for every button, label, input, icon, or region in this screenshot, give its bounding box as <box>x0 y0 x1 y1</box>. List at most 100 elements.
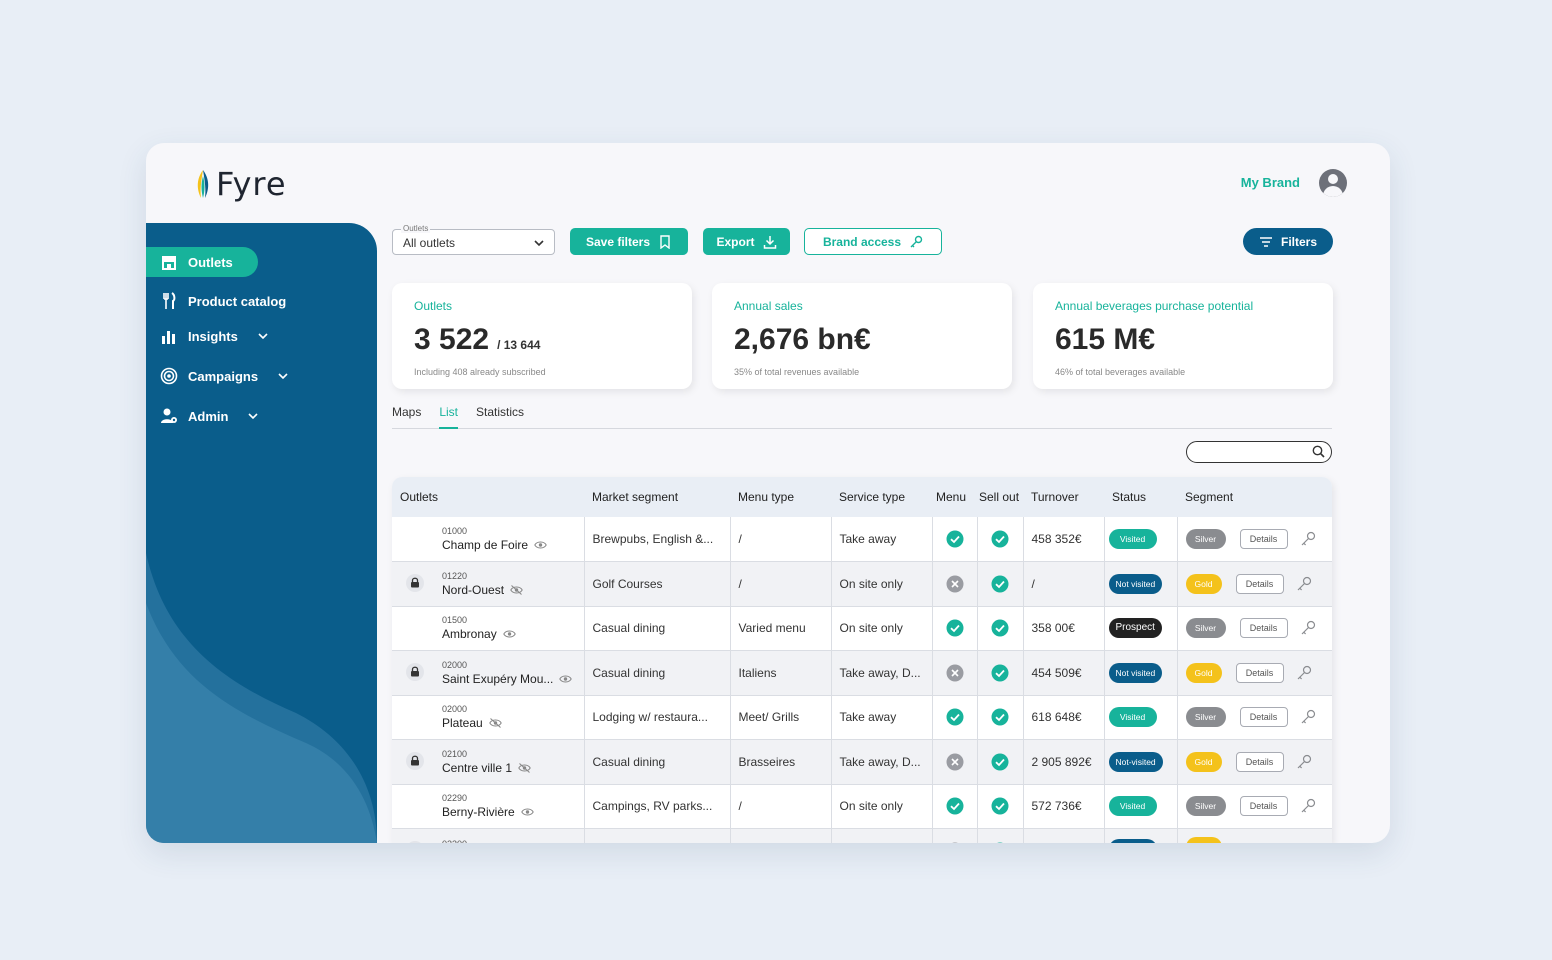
column-header[interactable]: Service type <box>831 477 932 517</box>
details-button[interactable]: Details <box>1239 529 1288 549</box>
sidebar-item-label: Campaigns <box>188 368 259 384</box>
sell-out-status-cell <box>977 739 1024 785</box>
sidebar-item-campaigns[interactable]: Campaigns <box>160 361 304 391</box>
market-segment-cell: Brewpubs, English &... <box>584 517 731 562</box>
table-row[interactable]: 02000 Saint Exupéry Mou... Casual dining It… <box>392 650 1332 696</box>
key-icon[interactable] <box>1300 531 1316 547</box>
column-header[interactable]: Status <box>1104 477 1177 517</box>
table-row[interactable]: 02290 Berny-Rivière Campings, RV parks... /… <box>392 784 1332 829</box>
table-row[interactable]: 02000 Plateau Lodging w/ restaura... Meet/ … <box>392 695 1332 740</box>
outlet-code: 02000 <box>442 704 468 715</box>
outlet-cell[interactable]: 01500 Ambronay <box>392 606 585 651</box>
card-value: 3 522 / 13 644 <box>414 323 670 357</box>
tab-list[interactable]: List <box>439 403 459 429</box>
save-filters-button[interactable]: Save filters <box>570 228 688 255</box>
menu-type-cell: / <box>730 517 832 562</box>
tab-statistics[interactable]: Statistics <box>476 405 525 419</box>
details-button[interactable]: Details <box>1239 618 1288 639</box>
cross-circle-icon <box>946 575 963 593</box>
key-icon[interactable] <box>1300 798 1316 814</box>
menu-status-cell <box>932 517 978 562</box>
table-row[interactable]: 01220 Nord-Ouest Golf Courses / On site only… <box>392 561 1332 607</box>
sell-out-status-cell <box>977 650 1024 696</box>
outlet-cell[interactable]: 02300 <box>392 828 585 843</box>
sidebar-item-insights[interactable]: Insights <box>160 321 284 351</box>
market-segment-cell: Casual dining <box>584 650 731 696</box>
table-row[interactable]: 02100 Centre ville 1 Casual dining Brasseir… <box>392 739 1332 785</box>
key-icon[interactable] <box>1296 754 1312 770</box>
market-segment-cell: Casual dining <box>584 739 731 785</box>
tab-maps[interactable]: Maps <box>392 405 422 419</box>
turnover-cell: 618 648€ <box>1023 695 1105 740</box>
outlet-cell[interactable]: 01220 Nord-Ouest <box>392 561 585 607</box>
search-icon <box>1312 445 1325 458</box>
check-circle-icon <box>991 530 1009 548</box>
eye-icon[interactable] <box>559 674 573 684</box>
menu-status-cell <box>932 739 978 785</box>
market-segment-cell <box>584 828 731 843</box>
download-icon <box>763 235 776 249</box>
column-header[interactable]: Outlets <box>392 477 584 517</box>
details-button[interactable]: Details <box>1235 662 1284 683</box>
key-icon[interactable] <box>1300 620 1316 636</box>
outlet-cell[interactable]: 02000 Saint Exupéry Mou... <box>392 650 585 696</box>
menu-status-cell <box>932 784 978 829</box>
menu-status-cell <box>932 828 978 843</box>
details-button[interactable]: Details <box>1239 707 1288 728</box>
status-cell: Prospect <box>1104 606 1178 651</box>
details-button[interactable]: Details <box>1239 796 1288 817</box>
column-header[interactable]: Market segment <box>584 477 730 517</box>
column-header[interactable]: Sell out <box>977 477 1023 517</box>
status-cell: Visited <box>1104 517 1178 562</box>
segment-cell: Silver Details <box>1177 695 1332 740</box>
column-header[interactable]: Menu type <box>730 477 831 517</box>
sell-out-status-cell <box>977 606 1024 651</box>
sidebar-item-label: Product catalog <box>188 293 287 309</box>
service-type-cell: Take away, D... <box>831 650 933 696</box>
status-badge: Not visited <box>1108 662 1163 683</box>
user-avatar-icon[interactable] <box>1319 169 1347 197</box>
search-input[interactable] <box>1186 441 1332 463</box>
fyre-logo[interactable]: Fyre <box>194 165 287 203</box>
column-header[interactable]: Menu <box>932 477 977 517</box>
outlets-select[interactable]: Outlets All outlets <box>392 224 555 255</box>
check-circle-icon <box>946 708 963 726</box>
details-button[interactable]: Details <box>1235 751 1284 772</box>
table-row[interactable]: 01500 Ambronay Casual dining Varied menu On … <box>392 606 1332 651</box>
menu-type-cell: Varied menu <box>730 606 832 651</box>
save-filters-label: Save filters <box>585 234 651 249</box>
status-cell: Visited <box>1104 695 1178 740</box>
table-row[interactable]: 01000 Champ de Foire Brewpubs, English &..… <box>392 517 1332 562</box>
eye-icon[interactable] <box>502 629 516 639</box>
sidebar-item-label: Insights <box>188 328 238 344</box>
sidebar-item-admin[interactable]: Admin <box>160 401 274 431</box>
outlet-code: 02100 <box>442 748 468 759</box>
eye-off-icon[interactable] <box>518 762 531 773</box>
eye-icon[interactable] <box>520 807 534 817</box>
outlet-cell[interactable]: 02100 Centre ville 1 <box>392 739 585 785</box>
key-icon[interactable] <box>1296 576 1312 592</box>
key-icon[interactable] <box>1296 665 1312 681</box>
outlet-cell[interactable]: 02290 Berny-Rivière <box>392 784 585 829</box>
column-header[interactable]: Segment <box>1177 477 1332 517</box>
outlet-cell[interactable]: 02000 Plateau <box>392 695 585 740</box>
eye-off-icon[interactable] <box>510 584 523 595</box>
details-button[interactable]: Details <box>1235 573 1284 594</box>
table-row[interactable]: 02300 / Details <box>392 828 1332 843</box>
cross-circle-icon <box>946 664 963 682</box>
card-value: 2,676 bn€ <box>734 323 990 357</box>
eye-icon[interactable] <box>534 540 547 550</box>
sidebar-item-product-catalog[interactable]: Product catalog <box>160 286 302 316</box>
export-button[interactable]: Export <box>703 228 790 255</box>
table-body: 01000 Champ de Foire Brewpubs, English &..… <box>392 517 1332 843</box>
eye-off-icon[interactable] <box>488 718 502 729</box>
key-icon[interactable] <box>1300 709 1316 725</box>
column-header[interactable]: Turnover <box>1023 477 1104 517</box>
outlet-code: 02300 <box>442 839 576 843</box>
service-type-cell: On site only <box>831 784 933 829</box>
outlet-cell[interactable]: 01000 Champ de Foire <box>392 517 585 562</box>
filters-button[interactable]: Filters <box>1243 228 1333 255</box>
brand-access-button[interactable]: Brand access <box>804 228 942 255</box>
brand-name-link[interactable]: My Brand <box>1240 175 1300 190</box>
sidebar-item-outlets[interactable]: Outlets <box>146 247 258 277</box>
